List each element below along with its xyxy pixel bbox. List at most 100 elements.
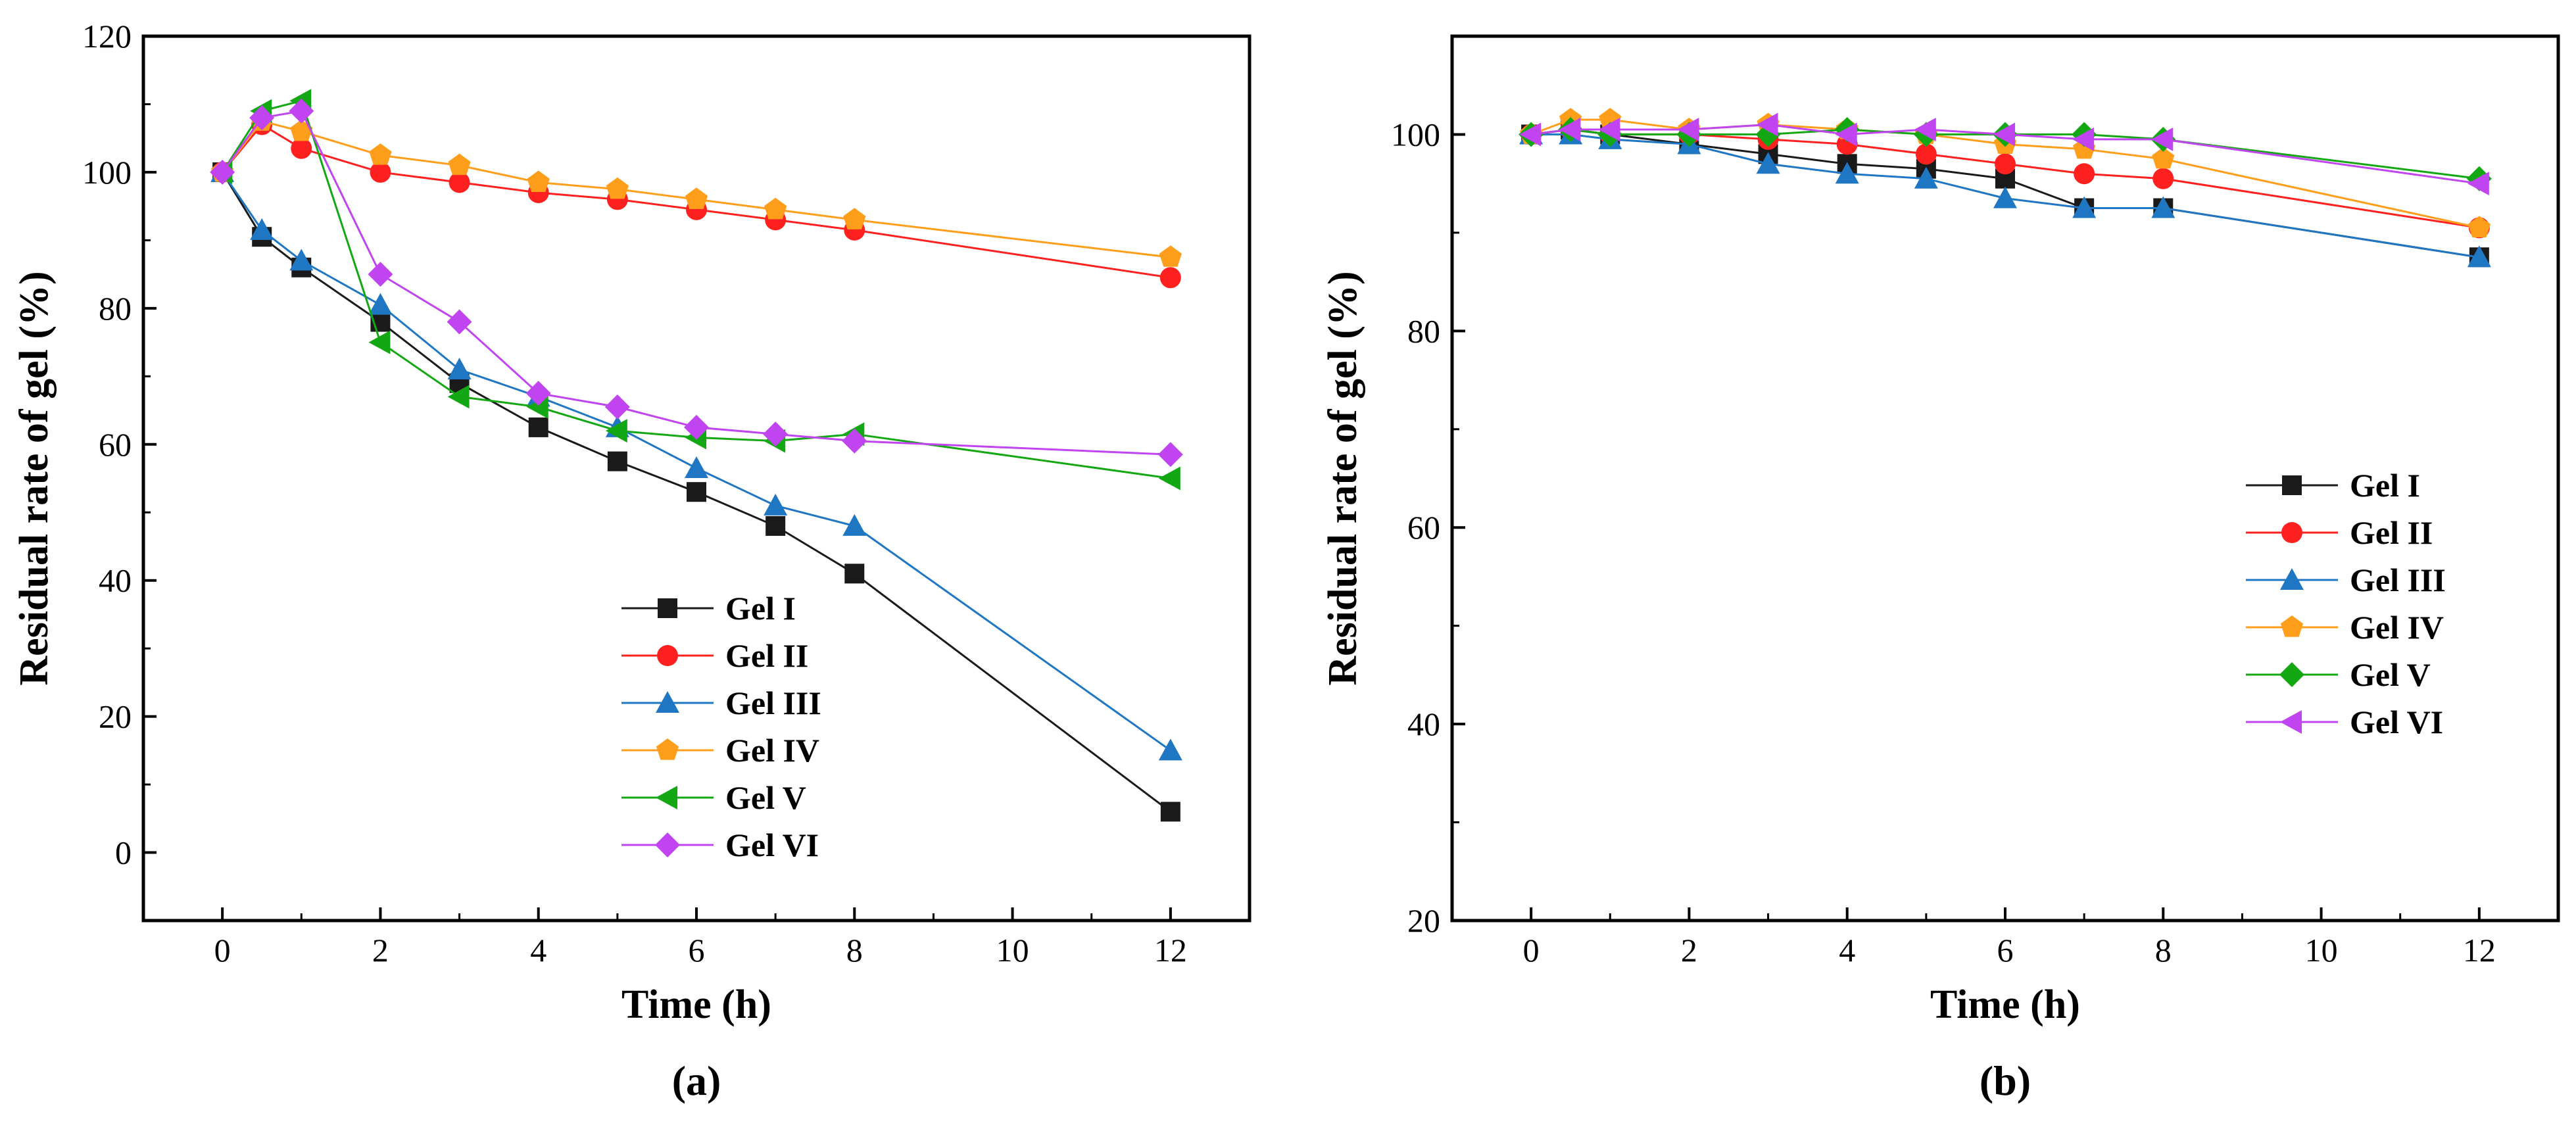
y-tick-label: 40 xyxy=(1407,706,1440,742)
data-point xyxy=(368,293,393,315)
legend-label: Gel I xyxy=(2350,467,2420,504)
data-point xyxy=(1756,112,1778,137)
data-point xyxy=(2152,168,2174,189)
x-tick-label: 2 xyxy=(1681,932,1697,969)
data-point xyxy=(763,421,789,447)
data-point xyxy=(2072,127,2095,151)
x-tick-label: 10 xyxy=(2305,932,2338,969)
x-tick-label: 12 xyxy=(1154,932,1187,969)
x-tick-label: 2 xyxy=(372,932,389,969)
y-tick-label: 100 xyxy=(82,154,132,191)
legend-marker xyxy=(2280,710,2302,734)
data-point xyxy=(2151,127,2174,151)
legend: Gel I Gel II Gel III Gel IV Gel V Gel VI xyxy=(621,590,821,863)
legend-label: Gel VI xyxy=(2350,704,2443,740)
data-point xyxy=(525,381,551,406)
data-point xyxy=(2467,172,2489,196)
data-point xyxy=(448,153,471,176)
data-point xyxy=(369,143,392,165)
data-point xyxy=(370,161,391,183)
data-point xyxy=(1677,117,1699,141)
data-point xyxy=(1995,153,2016,175)
data-point xyxy=(764,197,787,220)
legend-item: Gel V xyxy=(621,779,806,816)
x-tick-label: 4 xyxy=(530,932,547,969)
y-tick-label: 60 xyxy=(99,426,132,463)
data-point xyxy=(2152,147,2175,169)
legend-label: Gel V xyxy=(2350,656,2431,693)
data-point xyxy=(1519,122,1542,147)
legend-marker xyxy=(655,832,680,857)
data-point xyxy=(1159,267,1181,289)
data-point xyxy=(606,177,629,199)
legend-item: Gel III xyxy=(621,685,821,721)
series-gel-iv xyxy=(211,109,1182,267)
y-tick-label: 20 xyxy=(99,698,132,735)
data-point xyxy=(250,218,274,240)
data-point xyxy=(368,330,391,354)
data-point xyxy=(249,105,275,131)
legend-marker xyxy=(2280,615,2304,637)
x-tick-label: 4 xyxy=(1839,932,1855,969)
data-point xyxy=(447,309,472,335)
data-point xyxy=(2467,245,2491,268)
data-point xyxy=(1158,738,1182,761)
chart-panel-b: 0 2 4 6 8 10 12 20 40 60 80 100 Time (h) Residual rat… xyxy=(1321,34,2560,1104)
x-tick-label: 8 xyxy=(2155,932,2172,969)
legend-label: Gel IV xyxy=(2350,609,2444,646)
data-point xyxy=(766,516,786,536)
data-point xyxy=(1159,245,1182,267)
data-point xyxy=(289,98,314,124)
data-point xyxy=(2151,196,2175,218)
data-point xyxy=(607,451,627,471)
x-tick-label: 0 xyxy=(214,932,231,969)
legend-item: Gel IV xyxy=(621,732,819,769)
data-point xyxy=(1835,122,1857,147)
legend-item: Gel II xyxy=(2246,514,2433,551)
data-point xyxy=(842,428,867,454)
data-point xyxy=(1157,442,1183,468)
data-point xyxy=(447,357,472,379)
x-axis-label: Time (h) xyxy=(1930,982,2080,1027)
legend-item: Gel III xyxy=(2246,562,2446,598)
legend-item: Gel IV xyxy=(2246,609,2444,646)
legend-label: Gel V xyxy=(725,779,806,816)
y-axis-label: Residual rate of gel (%) xyxy=(12,271,57,685)
data-point xyxy=(1835,162,1859,184)
data-point xyxy=(291,137,312,159)
data-point xyxy=(1914,166,1938,189)
legend-marker xyxy=(2281,522,2302,543)
legend-item: Gel V xyxy=(2246,656,2431,693)
legend-marker xyxy=(657,645,678,666)
data-point xyxy=(685,456,708,478)
legend-label: Gel II xyxy=(2350,514,2433,551)
y-axis-label: Residual rate of gel (%) xyxy=(1321,271,1365,685)
series-gel-i xyxy=(212,162,1180,822)
legend-label: Gel II xyxy=(725,637,808,674)
x-axis-label: Time (h) xyxy=(621,982,771,1027)
data-point xyxy=(1915,143,1937,165)
legend-item: Gel I xyxy=(2246,467,2420,504)
y-tick-label: 40 xyxy=(99,562,132,599)
y-tick-label: 20 xyxy=(1407,902,1440,939)
data-point xyxy=(1756,152,1780,174)
data-point xyxy=(2074,163,2095,185)
x-tick-label: 12 xyxy=(2463,932,2496,969)
legend-item: Gel VI xyxy=(2246,704,2443,740)
legend-label: Gel IV xyxy=(725,732,819,769)
data-point xyxy=(604,394,630,420)
y-tick-label: 80 xyxy=(1407,312,1440,349)
data-point xyxy=(844,564,865,584)
series-line xyxy=(221,110,1171,456)
x-tick-label: 6 xyxy=(1997,932,2014,969)
data-point xyxy=(527,170,550,192)
y-tick-label: 100 xyxy=(1391,116,1440,153)
data-point xyxy=(843,208,866,229)
legend-marker xyxy=(656,738,679,760)
data-point xyxy=(447,385,470,409)
legend-label: Gel VI xyxy=(725,827,819,863)
data-point xyxy=(685,187,708,209)
legend-marker xyxy=(2280,568,2304,590)
data-point xyxy=(687,482,706,502)
x-tick-label: 10 xyxy=(996,932,1029,969)
